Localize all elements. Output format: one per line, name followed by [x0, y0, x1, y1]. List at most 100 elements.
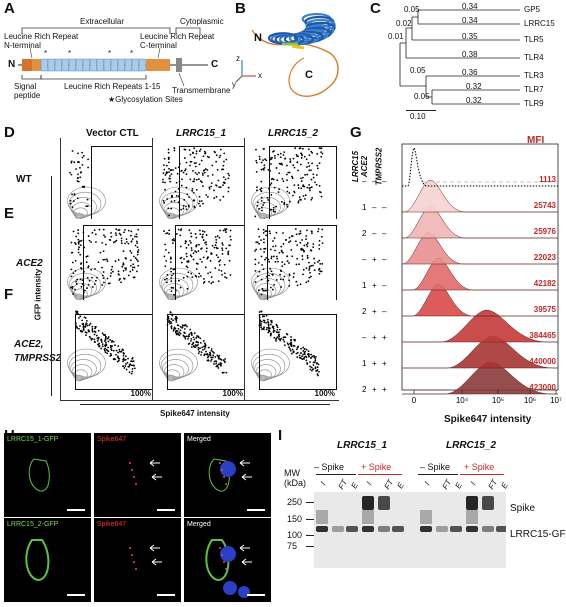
event-dot: [187, 271, 190, 274]
event-dot: [73, 193, 76, 195]
event-dot: [179, 325, 182, 328]
event-dot: [319, 270, 322, 273]
event-dot: [108, 238, 111, 241]
event-dot: [175, 319, 178, 322]
event-dot: [297, 187, 300, 189]
event-dot: [70, 268, 73, 271]
event-dot: [180, 261, 183, 264]
event-dot: [304, 355, 307, 358]
event-dot: [131, 358, 134, 360]
event-dot: [167, 315, 170, 318]
event-dot: [284, 157, 286, 160]
event-dot: [133, 266, 136, 269]
event-dot: [260, 239, 262, 242]
event-dot: [227, 186, 230, 189]
event-dot: [173, 147, 176, 150]
event-dot: [318, 184, 321, 187]
event-dot: [267, 199, 270, 201]
event-dot: [103, 234, 105, 237]
event-dot: [257, 228, 260, 231]
event-dot: [74, 243, 77, 246]
event-dot: [215, 254, 218, 256]
event-dot: [77, 180, 80, 183]
event-dot: [255, 159, 258, 162]
event-dot: [185, 173, 188, 176]
event-dot: [136, 253, 139, 256]
blot-group-0: LRRC15_1: [337, 440, 388, 451]
event-dot: [182, 171, 185, 174]
event-dot: [272, 208, 275, 211]
event-dot: [290, 352, 293, 355]
spike-puncta: [225, 568, 227, 570]
domain-diagram: * * * * Extracellular Cytoplasmic N C Leuci…: [0, 0, 232, 115]
event-dot: [203, 348, 206, 350]
event-dot: [201, 260, 203, 263]
event-dot: [225, 276, 228, 279]
event-dot: [277, 337, 280, 340]
event-dot: [288, 241, 290, 244]
event-dot: [290, 249, 293, 251]
event-dot: [127, 357, 129, 360]
event-dot: [213, 363, 215, 365]
event-dot: [182, 207, 185, 210]
event-dot: [117, 356, 119, 359]
event-dot: [221, 243, 224, 246]
event-dot: [137, 260, 139, 263]
event-dot: [317, 374, 319, 377]
event-dot: [219, 199, 222, 201]
event-dot: [316, 167, 319, 170]
event-dot: [131, 367, 134, 370]
hist-row-mfi: 25976: [534, 227, 557, 236]
event-dot: [265, 230, 268, 232]
hist-row-lrrc: 1: [362, 359, 367, 368]
event-dot: [76, 197, 79, 200]
event-dot: [189, 153, 192, 156]
event-dot: [132, 263, 135, 266]
event-dot: [114, 344, 116, 347]
event-dot: [296, 351, 299, 354]
event-dot: [272, 210, 275, 213]
event-dot: [312, 264, 314, 267]
hist-row-ace2: –: [372, 203, 377, 212]
event-dot: [172, 238, 175, 240]
micro-image: Merged: [184, 433, 271, 517]
event-dot: [77, 152, 79, 155]
micro-image: LRRC15_2-GFP: [4, 518, 91, 602]
event-dot: [309, 271, 311, 274]
event-dot: [72, 272, 75, 275]
micro-label: Merged: [187, 521, 211, 528]
event-dot: [77, 242, 80, 245]
event-dot: [93, 283, 96, 286]
event-dot: [214, 244, 217, 247]
domain-diagram-svg: * * * *: [18, 27, 208, 87]
blot-mw-tick: [306, 502, 314, 503]
event-dot: [193, 199, 196, 202]
blot-mw-tick: [306, 546, 314, 547]
spike-puncta: [133, 561, 135, 563]
event-dot: [261, 328, 263, 331]
event-dot: [201, 172, 204, 175]
lrr-cterm-label: Leucine Rich Repeat C-terminal: [140, 32, 215, 50]
event-dot: [316, 362, 318, 364]
event-dot: [170, 286, 173, 289]
event-dot: [165, 232, 168, 235]
event-dot: [109, 344, 112, 347]
tree-scale-label: 0.10: [410, 112, 426, 121]
event-dot: [321, 262, 324, 265]
event-dot: [305, 243, 308, 246]
protein-structure: N C z y x: [232, 0, 368, 115]
event-dot: [301, 258, 304, 261]
event-dot: [260, 168, 263, 171]
event-dot: [216, 365, 219, 368]
event-dot: [311, 162, 313, 165]
event-dot: [184, 169, 186, 172]
event-dot: [197, 336, 200, 339]
event-dot: [315, 174, 318, 176]
event-dot: [76, 176, 79, 179]
event-dot: [254, 281, 257, 283]
repeat-box: [75, 58, 83, 72]
event-dot: [262, 315, 264, 318]
event-dot: [189, 254, 192, 257]
event-dot: [109, 355, 112, 357]
